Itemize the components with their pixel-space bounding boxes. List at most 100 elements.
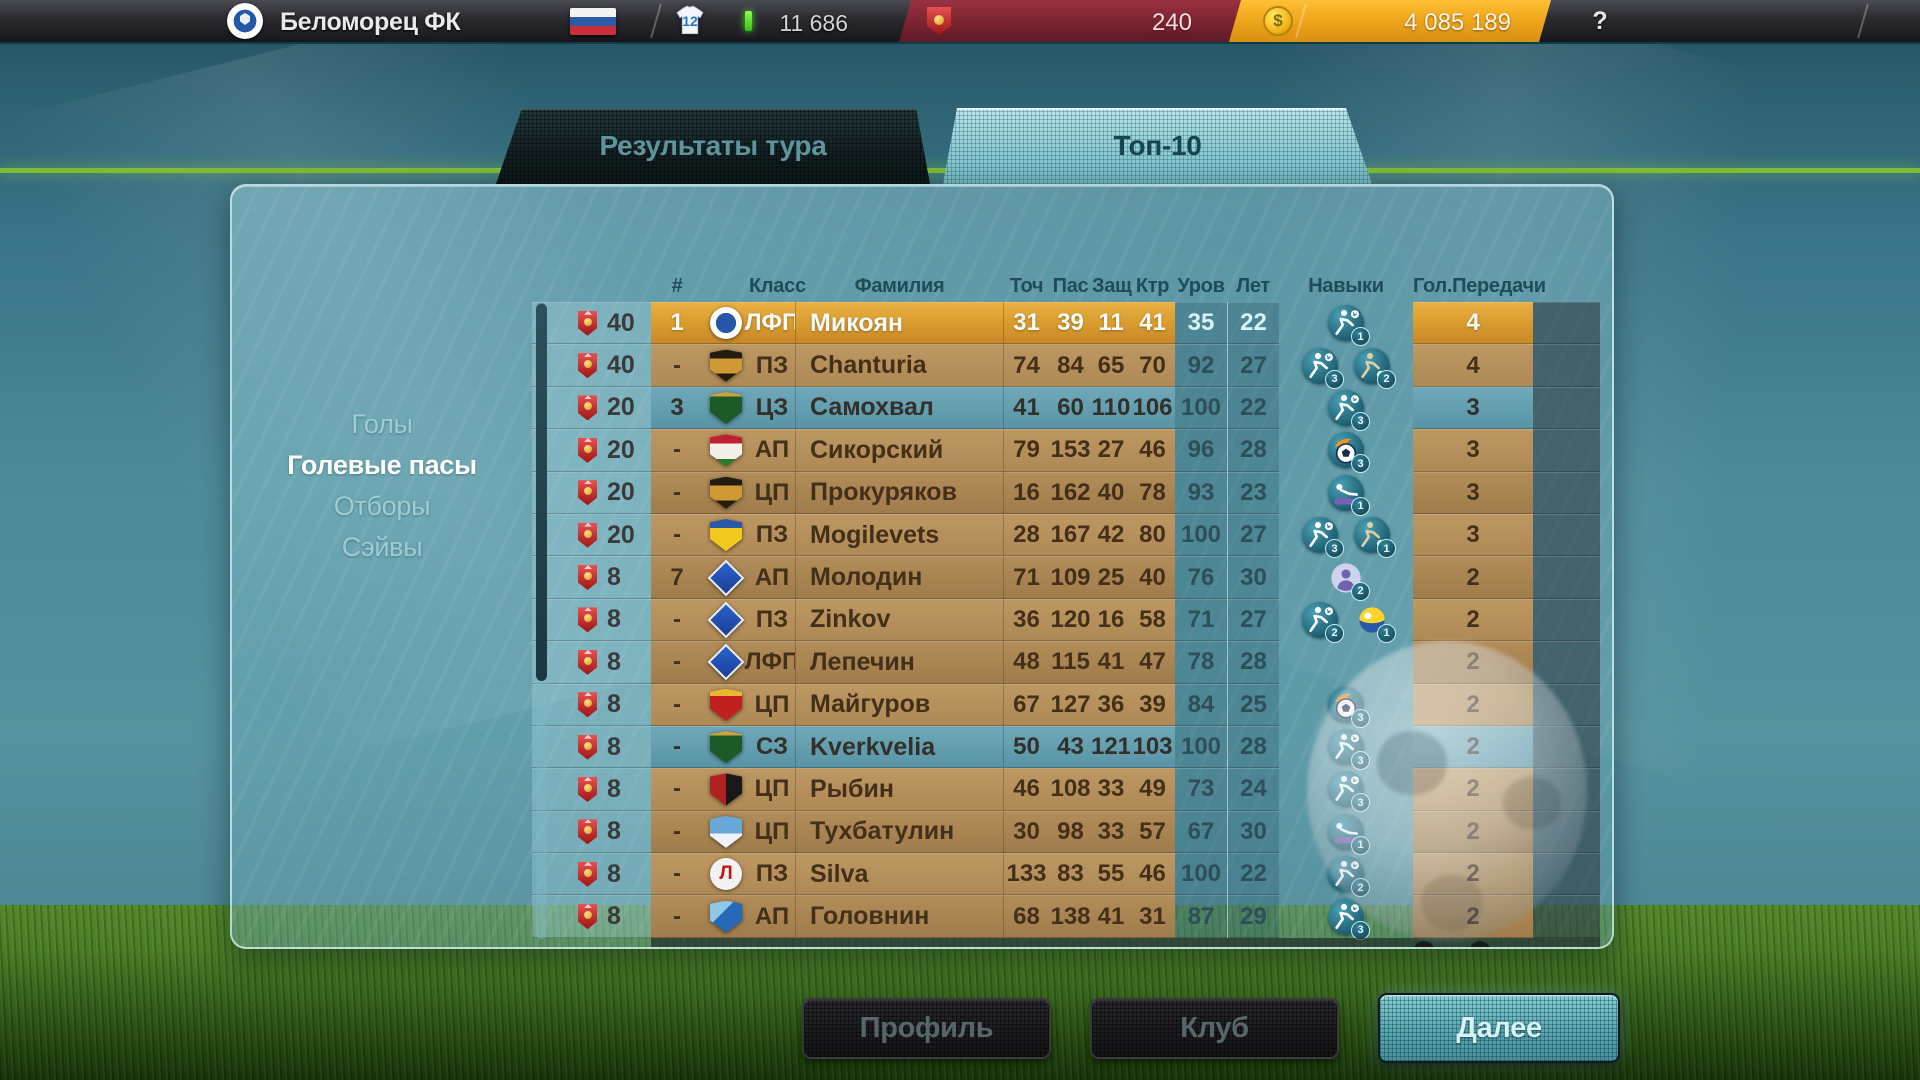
player-name: Zinkov — [795, 598, 1004, 642]
table-row[interactable]: 8- ЦП Тухбатулин 30 98 33 57 67 30 1 2 — [532, 810, 1600, 855]
shot-stat: 67 — [1004, 683, 1049, 726]
kick-skill-icon[interactable]: 3 — [1302, 347, 1344, 389]
flame-skill-icon[interactable]: 3 — [1328, 686, 1370, 728]
level-value: 35 — [1175, 302, 1227, 345]
player-name: Рыбин — [795, 768, 1004, 811]
menu-item-tackles[interactable]: Отборы — [333, 491, 431, 521]
assists-value: 3 — [1413, 386, 1533, 430]
age-value: 24 — [1227, 768, 1279, 811]
reward-pennant-icon — [578, 734, 597, 760]
level-value: 78 — [1175, 641, 1227, 684]
green-gain-icon — [745, 11, 752, 31]
table-row[interactable]: 20- АП Сикорский 79 153 27 46 96 28 3 3 — [532, 429, 1600, 474]
fans-count[interactable]: 11 686 — [779, 10, 848, 36]
profile-button[interactable]: Профиль — [802, 998, 1051, 1059]
menu-item-saves[interactable]: Сэйвы — [341, 532, 423, 562]
rank-cell: - — [651, 725, 703, 769]
tackle-skill-icon[interactable]: 1 — [1328, 813, 1370, 855]
table-row[interactable]: 8- Л ПЗ Silva 133 83 55 46 100 22 2 2 — [532, 853, 1600, 898]
reward-value: 20 — [607, 393, 635, 422]
club-cell — [703, 768, 749, 811]
class-cell: АП — [749, 429, 795, 472]
table-row[interactable]: 20- ПЗ Mogilevets 28 167 42 80 100 27 3 1 3 — [532, 513, 1600, 559]
reward-cell: 20 — [532, 386, 651, 430]
shot-stat: 48 — [1004, 641, 1049, 684]
pennants-count: 240 — [1151, 9, 1192, 36]
tab-round-results[interactable]: Результаты тура — [496, 108, 930, 184]
shot-stat: 28 — [1004, 513, 1049, 557]
scrollbar-thumb[interactable] — [536, 303, 547, 681]
next-button[interactable]: Далее — [1378, 993, 1620, 1063]
menu-item-assists[interactable]: Голевые пасы — [287, 450, 477, 480]
menu-item-goals[interactable]: Голы — [351, 409, 413, 439]
kick-skill-icon[interactable]: 3 — [1302, 517, 1344, 559]
column-header-ctr: Ктр — [1135, 274, 1170, 297]
rank-cell: - — [651, 810, 703, 854]
table-row[interactable]: 8 - ЦП Рыбин 46 108 33 49 73 24 3 2 — [532, 768, 1600, 813]
skill-level-badge: 1 — [1377, 623, 1396, 643]
kick-skill-icon[interactable]: 2 — [1328, 856, 1370, 898]
control-stat: 46 — [1130, 853, 1175, 896]
class-cell: ЦП — [749, 810, 795, 854]
table-row[interactable]: 8 - ЦП Майгуров 67 127 36 39 84 25 3 2 — [532, 683, 1600, 728]
table-row[interactable]: 8- ПЗ Zinkov 36 120 16 58 71 27 2 1 2 — [532, 598, 1600, 643]
age-value: 25 — [1227, 683, 1279, 726]
table-row[interactable]: 40 1 ЛФП Микоян 31 39 11 41 35 22 1 4 — [532, 302, 1600, 347]
skill-level-badge: 1 — [1351, 496, 1370, 516]
skills-cell: 3 — [1279, 768, 1413, 813]
reward-cell: 20 — [532, 471, 651, 514]
player-name: Самохвал — [795, 386, 1004, 430]
dribble-skill-icon[interactable]: 2 — [1354, 347, 1396, 389]
reward-cell: 8 — [532, 641, 651, 684]
control-stat: 106 — [1130, 386, 1175, 430]
club-logo-dynamo — [708, 899, 744, 935]
table-rows: 40 1 ЛФП Микоян 31 39 11 41 35 22 1 4 40- ПЗ Chanturia… — [532, 302, 1600, 940]
table-row[interactable]: 8 - ЛФП Лепечин 48 115 41 47 78 28 2 — [532, 641, 1600, 684]
reward-value: 20 — [607, 435, 635, 464]
jersey-icon[interactable]: 12 — [672, 4, 708, 38]
table-row[interactable]: 20- ЦП Прокуряков 16 162 40 78 93 23 1 3 — [532, 471, 1600, 516]
reward-cell: 20 — [532, 513, 651, 557]
rank-cell: - — [651, 683, 703, 726]
level-value: 84 — [1175, 683, 1227, 726]
table-row[interactable]: 20 3 ЦЗ Самохвал 41 60 110 106 100 22 3 3 — [532, 386, 1600, 431]
club-button[interactable]: Клуб — [1090, 998, 1339, 1059]
table-row[interactable]: 8 7 АП Молодин 71 109 25 40 76 30 2 2 — [532, 556, 1600, 601]
help-button[interactable]: ? — [1592, 7, 1608, 35]
kick-skill-icon[interactable]: 3 — [1328, 898, 1370, 940]
club-logo-rostov — [708, 517, 744, 553]
kick-skill-icon[interactable]: 1 — [1328, 305, 1370, 347]
pass-stat: 120 — [1049, 598, 1092, 642]
club-crest-icon[interactable] — [227, 3, 263, 39]
reward-pennant-icon — [578, 649, 597, 675]
defense-stat: 33 — [1092, 810, 1130, 854]
table-row[interactable]: 40- ПЗ Chanturia 74 84 65 70 92 27 3 2 4 — [532, 344, 1600, 389]
kick-skill-icon[interactable]: 2 — [1302, 601, 1344, 643]
skills-cell: 1 — [1279, 811, 1413, 855]
reward-cell: 8 — [532, 810, 651, 854]
kick-skill-icon[interactable]: 3 — [1328, 771, 1370, 813]
table-row[interactable]: 8 - АП Головнин 68 138 41 31 87 29 3 2 — [532, 895, 1600, 940]
table-scrollbar[interactable] — [536, 303, 547, 939]
club-logo-krasnodar — [708, 390, 744, 426]
flame-skill-icon[interactable]: 3 — [1328, 432, 1370, 474]
kick-skill-icon[interactable]: 3 — [1328, 729, 1370, 771]
table-row[interactable]: 8 - СЗ Kverkvelia 50 43 121 103 100 28 3 2 — [532, 725, 1600, 771]
tackle-skill-icon[interactable]: 1 — [1328, 474, 1370, 516]
ball-skill-icon[interactable]: 1 — [1354, 602, 1396, 643]
money-amount: 4 085 189 — [1404, 9, 1511, 36]
tab-top10[interactable]: Топ-10 — [943, 108, 1372, 184]
pass-stat: 127 — [1049, 683, 1092, 726]
age-value: 27 — [1227, 344, 1279, 387]
money-currency-segment[interactable]: $ 4 085 189 — [1228, 0, 1552, 42]
club-logo-krasnodar — [708, 729, 744, 765]
control-stat: 40 — [1130, 556, 1175, 599]
person-skill-icon[interactable]: 2 — [1328, 560, 1370, 601]
pennants-currency-segment[interactable]: 240 — [898, 0, 1257, 42]
class-cell: АП — [749, 895, 795, 938]
dribble-skill-icon[interactable]: 1 — [1354, 517, 1396, 559]
reward-cell: 8 — [532, 725, 651, 769]
row-gutter — [1533, 725, 1600, 769]
kick-skill-icon[interactable]: 3 — [1328, 389, 1370, 431]
